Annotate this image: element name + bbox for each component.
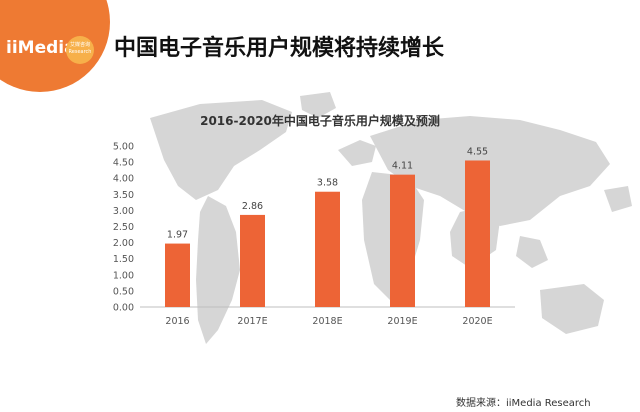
y-tick-label: 2.00: [113, 238, 134, 249]
source-note: 数据来源：iiMedia Research: [456, 398, 591, 409]
logo-badge: 艾媒咨询 Research: [66, 36, 94, 64]
y-tick-label: 4.50: [113, 158, 134, 169]
y-tick-label: 1.50: [113, 254, 134, 265]
x-tick-label: 2018E: [312, 316, 342, 327]
page-title: 中国电子音乐用户规模将持续增长: [114, 36, 445, 61]
y-tick-label: 3.00: [113, 206, 134, 217]
y-tick-label: 4.00: [113, 174, 134, 185]
x-tick-label: 2017E: [237, 316, 267, 327]
y-tick-label: 0.50: [113, 286, 134, 297]
bar-2016: [165, 243, 190, 307]
bar-2020e: [465, 160, 490, 307]
x-tick-label: 2019E: [387, 316, 417, 327]
data-label: 4.55: [467, 146, 488, 157]
x-tick-label: 2016: [165, 316, 189, 327]
x-tick-label: 2020E: [462, 316, 492, 327]
chart-title: 2016-2020年中国电子音乐用户规模及预测: [200, 114, 440, 128]
y-tick-label: 2.50: [113, 222, 134, 233]
logo-text: iiMedia: [6, 38, 76, 58]
y-tick-label: 1.00: [113, 270, 134, 281]
bar-2018e: [315, 191, 340, 307]
bar-2019e: [390, 174, 415, 307]
y-tick-label: 0.00: [113, 303, 134, 314]
y-tick-label: 3.50: [113, 190, 134, 201]
bar-2017e: [240, 214, 265, 307]
data-label: 3.58: [317, 178, 338, 189]
data-label: 4.11: [392, 161, 413, 172]
data-label: 2.86: [242, 201, 263, 212]
data-label: 1.97: [167, 230, 188, 241]
y-tick-label: 5.00: [113, 142, 134, 153]
